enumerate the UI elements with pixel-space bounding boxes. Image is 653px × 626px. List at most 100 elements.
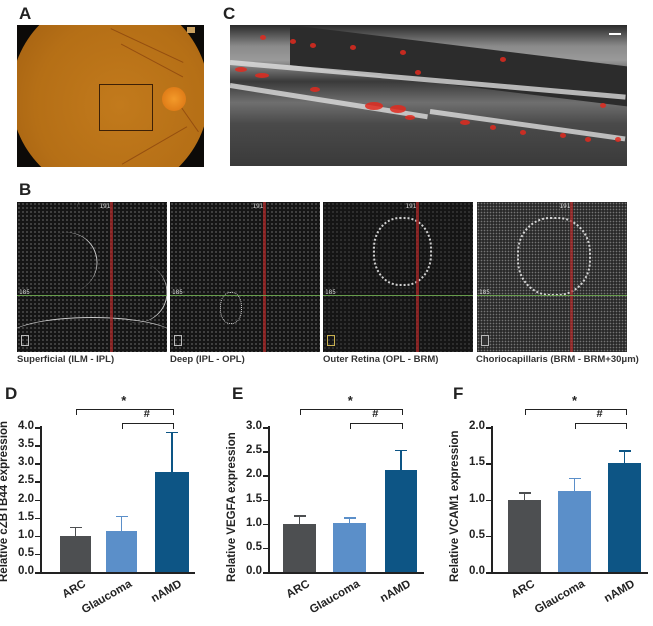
y-tick [486, 427, 491, 429]
error-cap [293, 515, 306, 517]
flow-signal [310, 87, 320, 92]
y-tick-label: 2.0 [469, 420, 485, 432]
flow-signal [390, 105, 406, 113]
error-cap [568, 477, 581, 480]
green-scan-line [323, 295, 473, 296]
flow-signal [405, 115, 415, 120]
flow-signal [310, 43, 316, 48]
flow-signal [350, 45, 356, 50]
layer-indicator-icon [481, 335, 489, 346]
significance-hash: # [596, 408, 603, 420]
region-of-interest-box [99, 84, 153, 131]
y-tick-label: 1.0 [18, 528, 34, 541]
y-tick-label: 2.0 [18, 492, 34, 505]
red-scan-line [110, 202, 113, 352]
y-tick-label: 3.5 [18, 438, 34, 451]
significance-bracket-star [75, 409, 174, 415]
y-tick [35, 535, 40, 538]
error-bar [400, 449, 402, 470]
panel-label-b: B [19, 180, 32, 199]
flow-signal [615, 137, 621, 142]
flow-signal [500, 57, 506, 62]
bar-namd [155, 472, 189, 572]
green-scan-line [477, 295, 627, 296]
y-tick [263, 572, 268, 574]
error-bar [74, 526, 77, 536]
caption-outer-retina: Outer Retina (OPL - BRM) [323, 354, 439, 365]
bar-glaucoma [558, 490, 591, 572]
flow-signal [255, 73, 269, 78]
y-tick-label: 0.0 [246, 565, 262, 577]
green-scan-line [170, 295, 320, 296]
tick-label-left: 185 [479, 289, 490, 296]
y-tick [35, 553, 40, 556]
panel-label-e: E [232, 384, 244, 403]
error-bar [298, 515, 301, 524]
y-tick [486, 535, 491, 538]
flow-signal [365, 102, 383, 110]
significance-star: * [571, 393, 578, 408]
error-cap [395, 449, 407, 452]
y-axis [40, 426, 42, 573]
error-cap [618, 450, 631, 452]
layer-indicator-icon [21, 335, 29, 346]
y-tick-label: 0.5 [18, 546, 34, 559]
bar-namd [608, 463, 641, 572]
flow-signal [585, 137, 591, 142]
octa-vessel [17, 317, 167, 352]
flow-signal [290, 39, 296, 44]
flow-signal [400, 50, 406, 55]
bar-glaucoma [333, 523, 366, 572]
panel-label-c: C [223, 4, 236, 23]
flow-signal [490, 125, 496, 130]
x-axis [491, 572, 648, 574]
significance-bracket-hash [121, 423, 174, 429]
y-tick-label: 3.0 [18, 456, 34, 469]
y-tick [35, 445, 40, 447]
significance-bracket-hash [574, 423, 627, 429]
y-tick [35, 427, 40, 429]
y-tick [35, 517, 40, 520]
cnv-lesion [220, 292, 242, 324]
layer-indicator-icon [327, 335, 335, 346]
y-tick-label: 2.5 [18, 474, 34, 487]
y-tick [263, 475, 268, 477]
y-tick [263, 427, 268, 429]
green-scan-line [17, 295, 167, 296]
error-cap [518, 492, 531, 494]
fundus-photograph [17, 25, 204, 167]
x-axis [40, 572, 195, 574]
error-bar [120, 515, 123, 532]
y-tick [35, 481, 40, 483]
y-tick [486, 463, 491, 465]
panel-label-a: A [19, 4, 32, 23]
y-tick [486, 499, 491, 501]
y-tick-label: 0.5 [246, 540, 262, 553]
oct-bscan [230, 25, 627, 166]
panel-label-f: F [453, 384, 464, 403]
y-tick-label: 2.0 [246, 468, 262, 481]
significance-bracket-hash [349, 423, 403, 429]
error-cap [69, 526, 82, 529]
bar-namd [385, 470, 417, 572]
error-cap [343, 517, 356, 519]
y-tick-label: 1.5 [246, 492, 262, 505]
tick-label-top: 191 [99, 203, 111, 210]
octa-outer-retina: 191 185 [323, 202, 473, 352]
y-tick-label: 3.0 [246, 420, 262, 432]
y-tick [263, 451, 268, 453]
flow-signal [260, 35, 266, 40]
bar-arc [283, 523, 316, 572]
error-bar [348, 517, 351, 524]
significance-bracket-star [299, 409, 403, 415]
tick-label-left: 185 [19, 289, 30, 296]
y-tick-label: 1.5 [18, 510, 34, 523]
caption-choriocapillaris: Choriocapillaris (BRM - BRM+30μm) [476, 354, 639, 365]
y-tick [263, 499, 268, 501]
y-tick-label: 2.5 [246, 444, 262, 457]
flow-signal [600, 103, 606, 108]
y-axis-label: Relative cZBTB44 expression [0, 420, 10, 582]
error-bar [623, 450, 626, 464]
y-tick-label: 0.0 [18, 565, 34, 577]
red-scan-line [263, 202, 266, 352]
